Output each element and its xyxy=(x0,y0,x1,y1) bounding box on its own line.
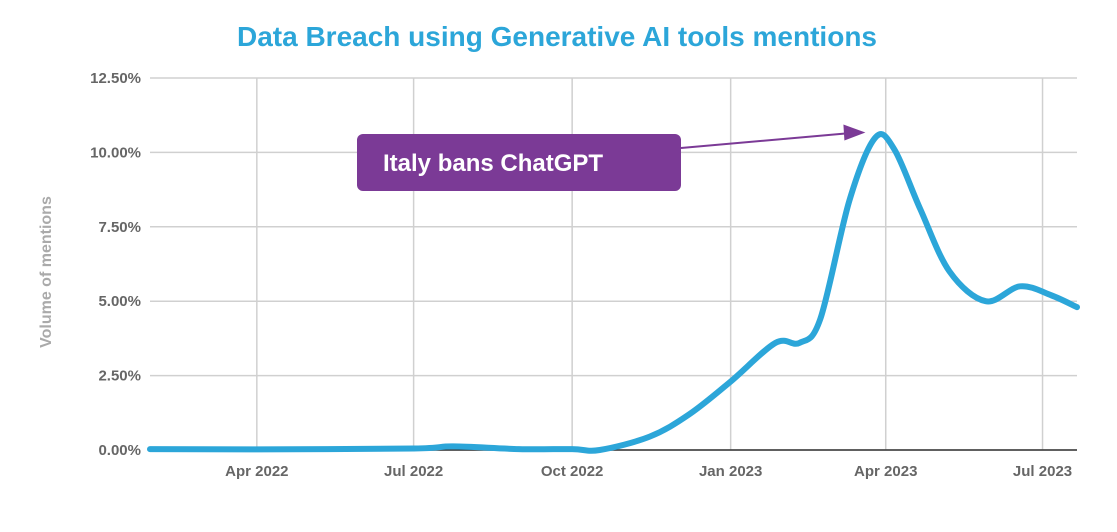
gridlines xyxy=(150,77,1077,451)
data-point xyxy=(847,197,853,203)
x-tick-label: Apr 2022 xyxy=(225,463,288,480)
x-tick-label: Apr 2023 xyxy=(854,463,917,480)
data-point xyxy=(411,446,417,452)
data-point xyxy=(817,316,823,322)
series-path xyxy=(147,131,1080,454)
annotation-arrowhead xyxy=(843,124,866,141)
y-tick-label: 10.00% xyxy=(90,144,141,161)
y-tick-label: 7.50% xyxy=(98,219,141,236)
series-line xyxy=(147,131,1080,454)
data-point xyxy=(797,340,803,346)
data-point xyxy=(597,447,603,453)
y-axis: 0.00% 2.50% 5.00% 7.50% 10.00% 12.50% xyxy=(90,70,141,459)
y-axis-label: Volume of mentions xyxy=(38,196,55,348)
annotation: Italy bans ChatGPT xyxy=(357,124,866,191)
y-tick-label: 5.00% xyxy=(98,293,141,310)
data-point xyxy=(254,446,260,452)
x-tick-label: Jul 2023 xyxy=(1013,463,1072,480)
data-point xyxy=(647,434,653,440)
annotation-text: Italy bans ChatGPT xyxy=(383,150,603,177)
data-point xyxy=(686,411,692,417)
annotation-box xyxy=(357,134,681,191)
y-tick-label: 12.50% xyxy=(90,70,141,87)
chart-title: Data Breach using Generative AI tools me… xyxy=(237,21,877,52)
data-point xyxy=(147,446,153,452)
y-tick-label: 0.00% xyxy=(98,442,141,459)
data-point xyxy=(946,268,952,274)
data-point xyxy=(891,146,897,152)
data-point xyxy=(569,446,575,452)
y-tick-label: 2.50% xyxy=(98,368,141,385)
data-point xyxy=(1074,304,1080,310)
data-point xyxy=(1048,292,1054,298)
data-point xyxy=(450,443,456,449)
annotation-arrow xyxy=(680,132,846,149)
x-tick-label: Jul 2022 xyxy=(384,463,443,480)
x-axis: Apr 2022 Jul 2022 Oct 2022 Jan 2023 Apr 2023… xyxy=(225,463,1072,480)
data-point xyxy=(872,135,878,141)
data-point xyxy=(516,446,522,452)
x-tick-label: Jan 2023 xyxy=(699,463,762,480)
x-tick-label: Oct 2022 xyxy=(541,463,604,480)
data-point xyxy=(1017,283,1023,289)
data-point xyxy=(983,298,989,304)
data-point xyxy=(917,206,923,212)
data-point xyxy=(772,340,778,346)
data-point xyxy=(728,379,734,385)
